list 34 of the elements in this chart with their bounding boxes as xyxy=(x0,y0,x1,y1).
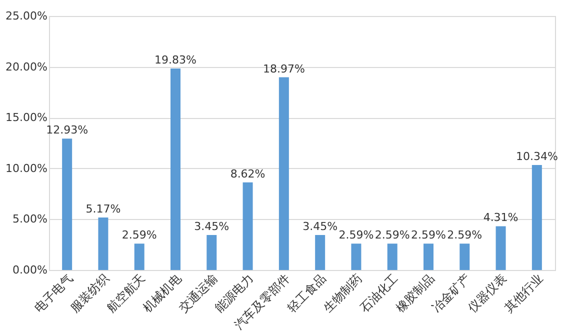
bar xyxy=(460,244,470,270)
data-label: 3.45% xyxy=(194,220,230,233)
y-tick-label: 10.00% xyxy=(6,162,48,175)
y-tick-label: 5.00% xyxy=(12,212,48,226)
data-label: 10.34% xyxy=(516,150,558,163)
bar xyxy=(206,234,217,270)
y-tick-label: 15.00% xyxy=(6,111,48,124)
bar xyxy=(496,226,506,270)
data-label: 4.31% xyxy=(483,211,518,224)
bar xyxy=(387,244,398,270)
data-label: 8.62% xyxy=(230,167,266,180)
data-label: 3.45% xyxy=(302,220,338,233)
bar xyxy=(315,234,326,270)
y-tick-label: 0.00% xyxy=(12,264,48,276)
data-label: 19.83% xyxy=(154,54,196,67)
bar xyxy=(351,244,362,270)
bar xyxy=(532,164,542,270)
data-label: 5.17% xyxy=(86,202,121,216)
bar xyxy=(278,77,289,270)
y-tick-label: 25.00% xyxy=(6,10,48,22)
bar xyxy=(424,244,434,270)
data-label: 2.59% xyxy=(411,228,446,242)
data-label: 2.59% xyxy=(122,228,157,242)
data-label: 12.93% xyxy=(46,124,88,137)
y-tick-label: 20.00% xyxy=(6,60,48,74)
bar xyxy=(134,244,144,270)
data-label: 2.59% xyxy=(447,228,482,242)
bar xyxy=(242,182,253,270)
data-label: 2.59% xyxy=(374,228,410,242)
bar xyxy=(98,217,108,270)
data-label: 18.97% xyxy=(262,62,305,76)
data-label: 2.59% xyxy=(338,228,374,242)
bar xyxy=(170,68,180,270)
bar xyxy=(62,138,72,270)
